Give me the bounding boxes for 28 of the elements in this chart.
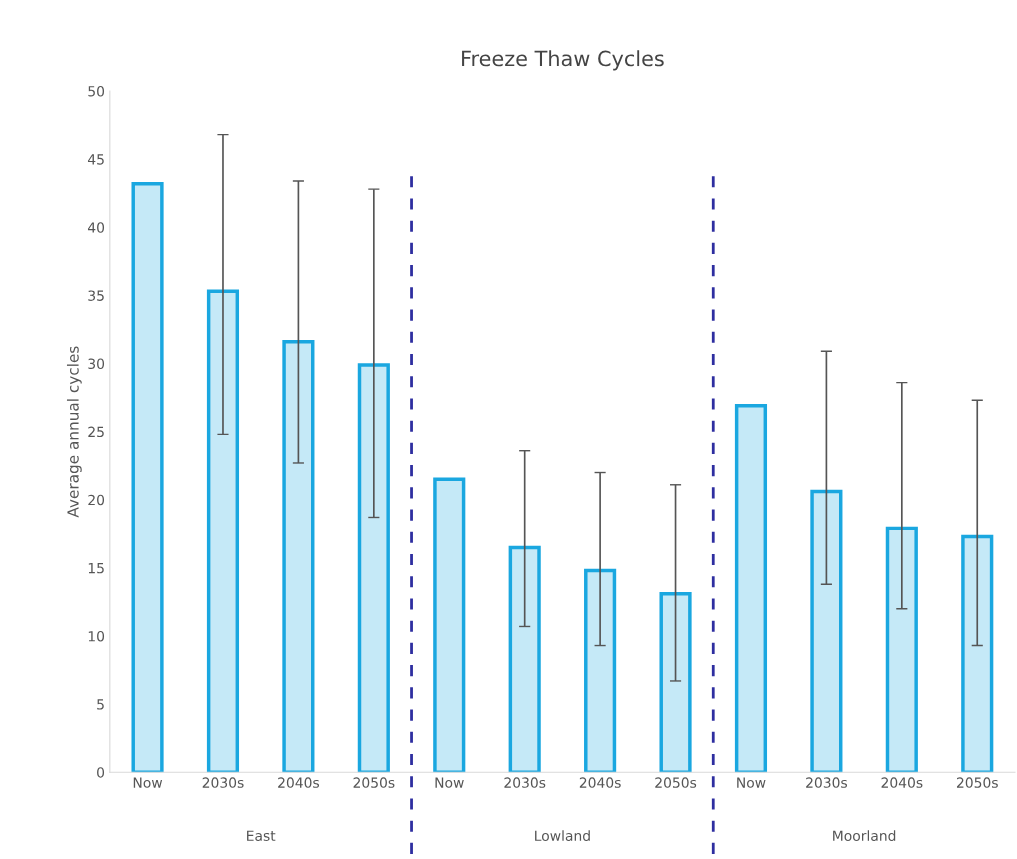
y-tick-label: 45 xyxy=(87,154,104,165)
x-tick-label: Now xyxy=(133,777,163,788)
y-tick-label: 30 xyxy=(88,358,105,369)
y-tick-label: 5 xyxy=(97,699,104,710)
y-axis-title: Average annual cycles xyxy=(66,346,82,518)
text: Moorland xyxy=(833,830,896,841)
y-tick-label: 35 xyxy=(88,290,104,301)
x-tick-label: 2030s xyxy=(202,777,244,788)
y-tick-label: 40 xyxy=(87,222,105,233)
x-tick-label: 2030s xyxy=(504,777,546,788)
x-tick-label: 2050s xyxy=(956,777,998,788)
x-tick-label: Now xyxy=(435,777,464,788)
y-tick-label: 15 xyxy=(88,563,104,574)
text: Lowland xyxy=(535,830,590,841)
y-tick-label: 20 xyxy=(88,494,105,506)
x-tick-label: 2040s xyxy=(579,777,621,788)
x-tick-label: 2050s xyxy=(655,777,697,788)
text: East xyxy=(247,830,276,841)
y-tick-label: 50 xyxy=(88,86,105,97)
chart-title: Freeze Thaw Cycles xyxy=(462,50,664,71)
x-tick-label: 2040s xyxy=(881,777,923,788)
x-tick-label: 2040s xyxy=(278,777,320,788)
y-tick-label: 10 xyxy=(88,630,105,642)
x-tick-label: 2050s xyxy=(353,777,395,788)
x-tick-label: Now xyxy=(737,777,766,788)
x-tick-label: 2030s xyxy=(806,777,848,788)
y-tick-label: 25 xyxy=(88,426,104,438)
y-tick-label: 0 xyxy=(97,767,105,778)
